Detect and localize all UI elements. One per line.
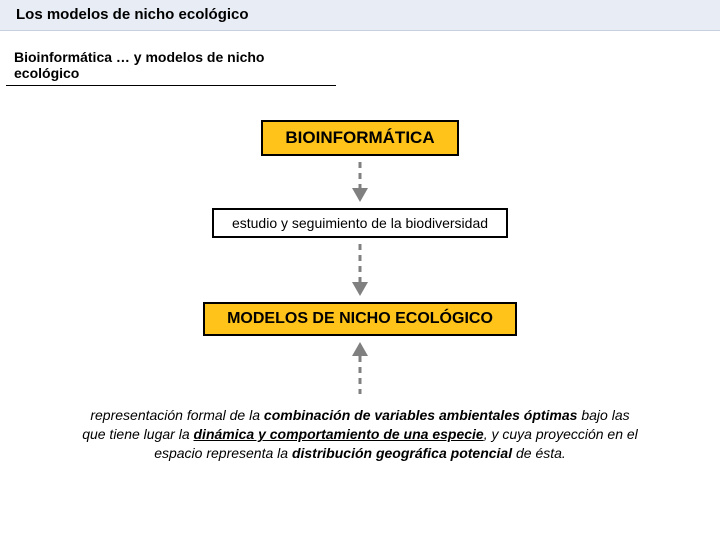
arrow-up [345,336,375,400]
box-modelos-nicho: MODELOS DE NICHO ECOLÓGICO [203,302,517,336]
box-biodiversidad: estudio y seguimiento de la biodiversida… [212,208,508,238]
arrow-down-icon [345,242,375,298]
subtitle: Bioinformática … y modelos de nicho ecol… [6,39,336,86]
arrow-up-icon [345,340,375,396]
arrow-down-icon [345,160,375,204]
def-bold-underline: dinámica y comportamiento de una especie [194,426,484,442]
arrow-down-2 [345,238,375,302]
def-bold: combinación de variables ambientales ópt… [264,407,578,423]
diagram-container: BIOINFORMÁTICA estudio y seguimiento de … [0,120,720,463]
page-title: Los modelos de nicho ecológico [16,6,249,23]
definition-text: representación formal de la combinación … [80,406,640,463]
title-bar: Los modelos de nicho ecológico [0,0,720,31]
arrow-down-1 [345,156,375,208]
def-bold: distribución geográfica potencial [292,445,512,461]
def-part: de ésta. [512,445,566,461]
box-bioinformatica: BIOINFORMÁTICA [261,120,458,156]
def-part: representación formal de la [90,407,264,423]
